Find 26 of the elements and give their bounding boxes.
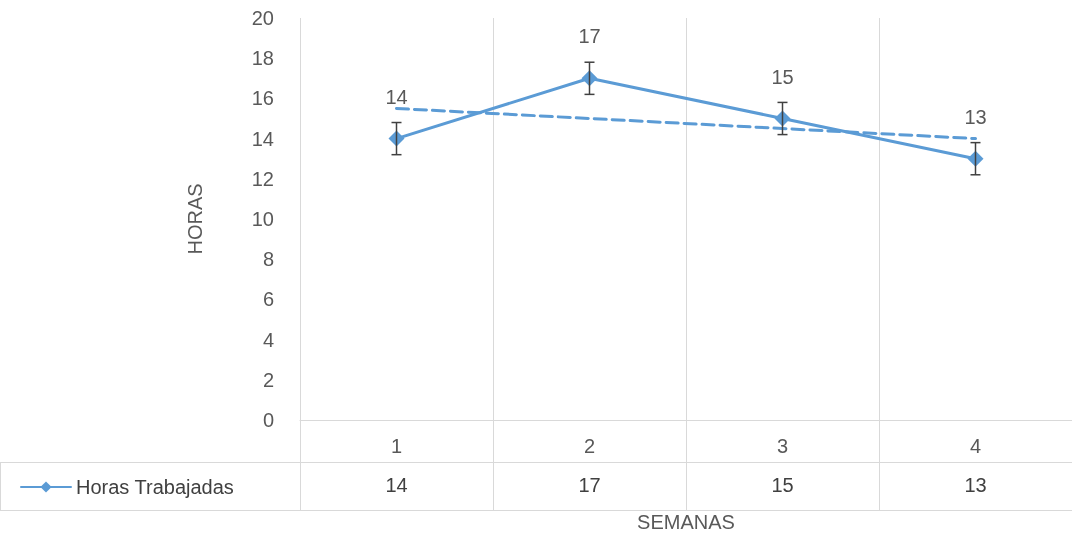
x-tick-label: 2 [583,435,596,457]
y-tick-label: 16 [251,87,274,110]
data-label: 15 [770,474,795,497]
x-axis-title: SEMANAS [637,511,735,533]
data-label: 14 [384,474,409,497]
x-tick-label: 3 [776,435,789,457]
y-tick-label: 10 [251,208,274,230]
y-tick-label: 12 [251,167,274,190]
text: 13 [964,105,987,128]
x-tick-label: 4 [969,435,982,457]
y-tick-label: 2 [262,368,274,391]
text: 15 [771,65,794,88]
y-tick-label: 18 [251,47,274,70]
y-tick-label: 14 [251,127,274,150]
text: 17 [578,25,601,48]
y-tick-label: 6 [262,288,274,311]
y-axis-title: HORAS [184,183,206,255]
x-tick-label: 1 [390,435,403,457]
y-tick-label: 4 [262,328,274,351]
data-label: 17 [577,474,602,497]
legend-label: Horas Trabajadas [76,476,234,498]
y-tick-label: 0 [262,409,274,431]
data-label: 13 [963,474,988,497]
text: 14 [385,85,408,108]
y-tick-label: 8 [262,248,274,271]
y-tick-label: 20 [251,7,274,29]
